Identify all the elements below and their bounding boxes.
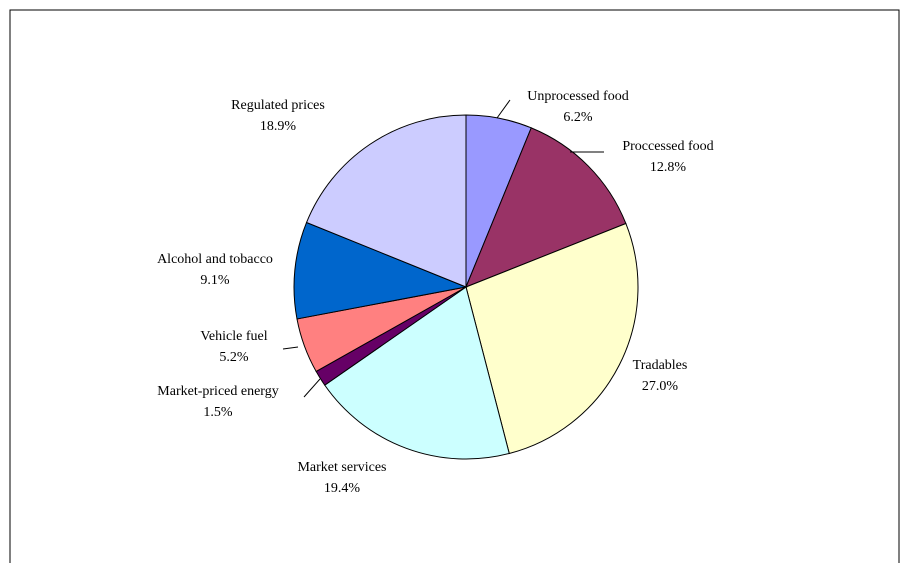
slice-value-label: 12.8% [650,160,687,175]
pie-slice [305,114,467,288]
slice-label: Vehicle fuel [200,329,267,344]
leader-line [282,346,299,350]
pie-slice [465,127,627,288]
slice-value-label: 5.2% [219,350,249,365]
leader-line [496,99,511,119]
slice-value-label: 19.4% [324,481,361,496]
pie-slice [324,286,510,460]
pie-slice [293,221,468,320]
slice-label: Market services [297,460,386,475]
slice-value-label: 9.1% [200,273,230,288]
slice-value-label: 1.5% [203,405,233,420]
slice-label: Market-priced energy [157,384,278,399]
slice-label: Alcohol and tobacco [157,252,273,267]
slice-label: Tradables [633,358,688,373]
slice-label: Regulated prices [231,98,325,113]
leader-line [303,378,321,398]
slice-label: Unprocessed food [527,89,628,104]
slice-value-label: 6.2% [563,110,593,125]
slice-value-label: 27.0% [642,379,679,394]
pie-slice [465,222,639,455]
slice-value-label: 18.9% [260,119,297,134]
chart-frame [9,9,900,563]
slice-label: Proccessed food [622,139,713,154]
